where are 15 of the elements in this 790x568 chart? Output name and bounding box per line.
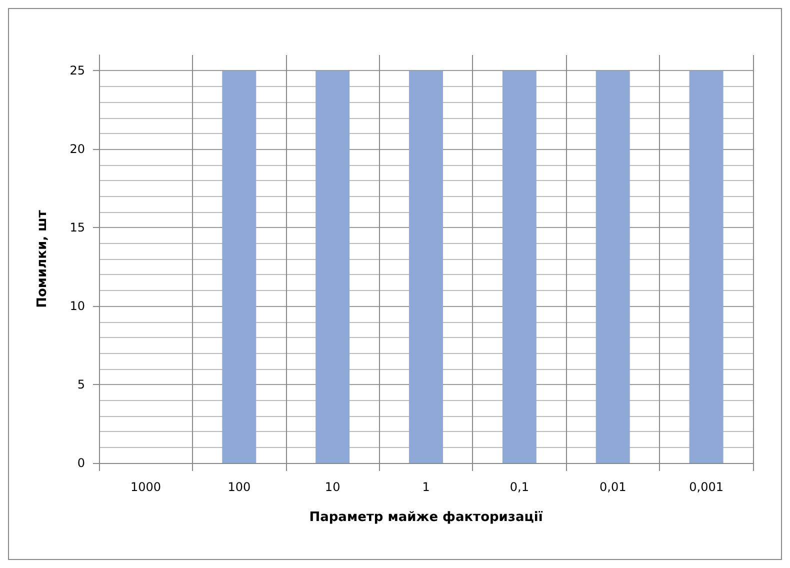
x-tick-label: 1: [422, 480, 430, 494]
x-tick-label: 1000: [130, 480, 161, 494]
y-tick-label: 25: [70, 64, 85, 78]
y-axis-title: Помилки, шт: [35, 210, 50, 308]
y-tick-label: 5: [77, 378, 85, 392]
y-tick-label: 10: [70, 299, 85, 314]
y-tick-label: 15: [70, 220, 85, 235]
x-tick-label: 10: [324, 480, 340, 494]
x-axis-title: Параметр майже факторизації: [309, 510, 544, 525]
y-tick-label: 20: [70, 142, 85, 156]
x-tick-label: 0,1: [510, 480, 529, 494]
x-tick-label: 0,01: [600, 480, 626, 494]
x-tick-label: 0,001: [689, 480, 724, 494]
y-tick-label: 0: [77, 456, 85, 470]
x-tick-label: 100: [228, 480, 251, 494]
